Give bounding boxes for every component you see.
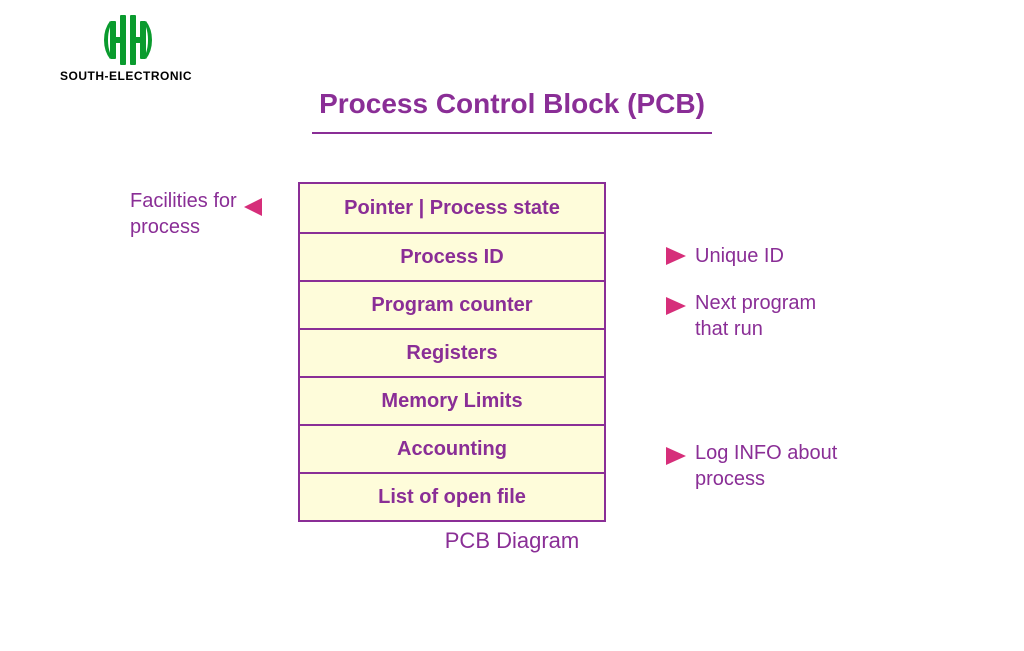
annotation-unique-id-line1: Unique ID (695, 245, 784, 267)
annotation-facilities-line1: Facilities for (130, 190, 237, 212)
logo: SOUTH-ELECTRONIC (60, 15, 192, 83)
pcb-row-process-id: Process ID (300, 232, 604, 280)
annotation-log-info-line1: Log INFO about (695, 442, 837, 464)
pcb-table: Pointer | Process state Process ID Progr… (298, 182, 606, 522)
annotation-facilities: Facilities for process (130, 188, 237, 240)
annotation-log-info-line2: process (695, 468, 765, 490)
annotation-unique-id: Unique ID (695, 243, 784, 269)
arrow-right-next-program (604, 294, 688, 318)
arrow-right-unique-id (604, 244, 688, 268)
arrow-left-facilities (242, 195, 302, 219)
annotation-next-program: Next program that run (695, 290, 816, 342)
pcb-caption: PCB Diagram (445, 528, 579, 554)
pcb-row-program-counter: Program counter (300, 280, 604, 328)
logo-icon (96, 15, 156, 65)
annotation-facilities-line2: process (130, 216, 200, 238)
pcb-row-accounting: Accounting (300, 424, 604, 472)
pcb-row-registers: Registers (300, 328, 604, 376)
title-underline (312, 132, 712, 134)
annotation-next-program-line2: that run (695, 318, 763, 340)
arrow-right-log-info (604, 444, 688, 468)
pcb-row-memory-limits: Memory Limits (300, 376, 604, 424)
pcb-row-pointer-state: Pointer | Process state (300, 184, 604, 232)
annotation-next-program-line1: Next program (695, 292, 816, 314)
pcb-row-open-files: List of open file (300, 472, 604, 520)
logo-text: SOUTH-ELECTRONIC (60, 69, 192, 83)
diagram-title: Process Control Block (PCB) (319, 88, 705, 120)
annotation-log-info: Log INFO about process (695, 440, 837, 492)
